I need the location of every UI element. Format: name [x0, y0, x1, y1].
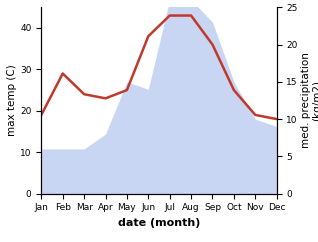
Y-axis label: max temp (C): max temp (C) — [7, 65, 17, 136]
Y-axis label: med. precipitation
(kg/m2): med. precipitation (kg/m2) — [301, 53, 318, 148]
X-axis label: date (month): date (month) — [118, 218, 200, 228]
